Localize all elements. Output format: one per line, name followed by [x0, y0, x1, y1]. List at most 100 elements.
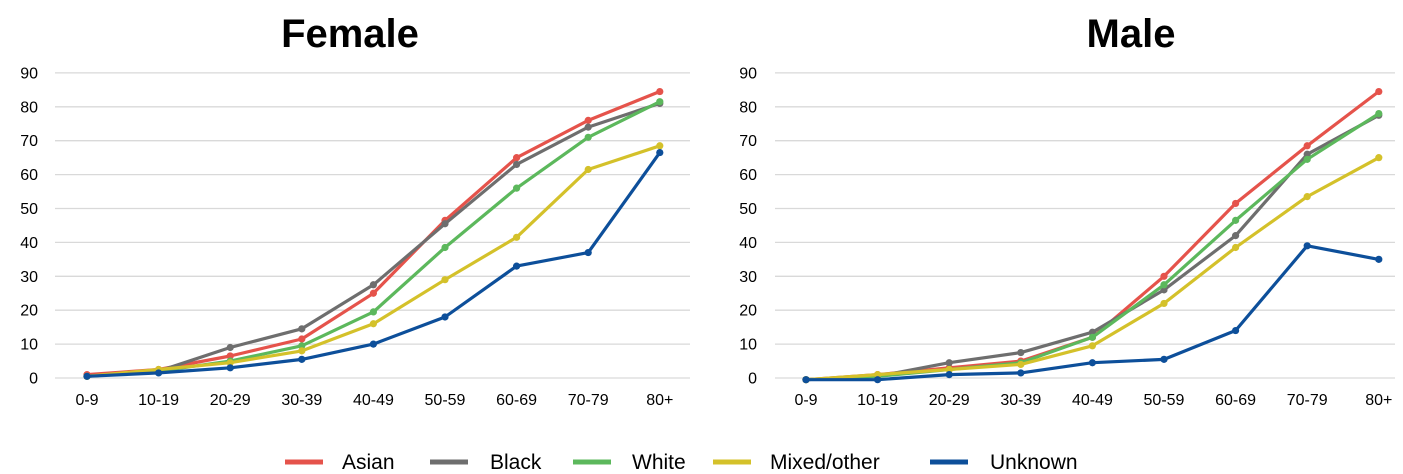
- female-mixed-other-data-point: [584, 165, 592, 174]
- male-x-tick-label: 10-19: [857, 392, 898, 409]
- male-unknown-data-point: [1017, 369, 1025, 377]
- male-asian-data-point: [1375, 87, 1383, 96]
- male-white-data-point: [1232, 216, 1240, 224]
- male-unknown-data-point: [945, 371, 953, 379]
- female-x-tick-label: 60-69: [496, 392, 537, 409]
- female-unknown-data-point: [83, 372, 91, 380]
- male-x-tick-label: 30-39: [1000, 392, 1041, 409]
- male-white-data-point: [1160, 281, 1168, 289]
- male-x-tick-label: 70-79: [1287, 392, 1328, 409]
- female-unknown-data-point: [226, 364, 234, 372]
- legend-label-white: White: [632, 451, 686, 474]
- female-y-tick-label: 60: [20, 167, 38, 184]
- female-y-tick-label: 0: [29, 371, 38, 388]
- male-unknown-data-point: [1232, 326, 1240, 335]
- female-white-data-point: [513, 184, 521, 192]
- female-unknown-data-point: [441, 313, 449, 321]
- male-asian-data-point: [1303, 142, 1311, 150]
- male-y-tick-label: 40: [739, 235, 757, 252]
- female-unknown-data-point: [369, 340, 377, 348]
- male-unknown-data-point: [1160, 355, 1168, 363]
- female-x-tick-label: 0-9: [75, 392, 98, 409]
- male-black-data-point: [1303, 150, 1311, 158]
- male-mixed-other-data-point: [1303, 193, 1311, 201]
- female-y-tick-label: 90: [20, 65, 38, 82]
- legend-label-unknown: Unknown: [990, 451, 1078, 474]
- female-asian-data-point: [298, 335, 306, 343]
- male-black-data-point: [1017, 348, 1025, 357]
- female-black-data-point: [369, 281, 377, 289]
- female-asian-data-point: [369, 289, 377, 297]
- male-chart-panel: Male 0 10 20 30 40 50 60 70 80 90 0-9 10-19 20-29 30-…: [739, 12, 1395, 409]
- male-x-tick-label: 60-69: [1215, 392, 1256, 409]
- female-white-data-point: [584, 133, 592, 141]
- female-x-tick-label: 70-79: [568, 392, 609, 409]
- legend-label-black: Black: [490, 451, 542, 474]
- female-unknown-data-point: [513, 262, 521, 270]
- male-asian-data-point: [1232, 199, 1240, 208]
- female-white-series-line: [85, 100, 662, 378]
- male-y-tick-label: 70: [739, 133, 757, 150]
- female-x-tick-label: 80+: [646, 392, 673, 409]
- female-mixed-other-data-point: [369, 320, 377, 328]
- female-mixed-other-data-point: [298, 347, 306, 355]
- male-black-data-point: [1232, 232, 1240, 240]
- female-white-data-point: [369, 308, 377, 316]
- male-mixed-other-data-point: [1088, 342, 1096, 350]
- male-y-tick-label: 80: [739, 99, 757, 116]
- female-y-tick-label: 50: [20, 201, 38, 218]
- female-black-data-point: [226, 343, 234, 352]
- male-mixed-other-data-point: [1232, 243, 1240, 252]
- male-mixed-other-data-point: [945, 365, 953, 374]
- male-white-data-point: [1375, 109, 1383, 118]
- female-asian-data-point: [656, 87, 664, 96]
- male-x-tick-label: 80+: [1365, 392, 1392, 409]
- female-unknown-data-point: [155, 369, 163, 377]
- female-x-tick-label: 30-39: [281, 392, 322, 409]
- male-y-tick-label: 30: [739, 269, 757, 286]
- female-mixed-other-data-point: [441, 276, 449, 284]
- female-asian-data-point: [584, 116, 592, 124]
- female-y-tick-label: 70: [20, 133, 38, 150]
- female-black-series-line: [85, 101, 662, 378]
- male-mixed-other-data-point: [1375, 154, 1383, 162]
- female-mixed-other-data-point: [226, 359, 234, 367]
- female-unknown-data-point: [584, 248, 592, 257]
- female-y-tick-label: 30: [20, 269, 38, 286]
- chart-legend: Asian Black White Mixed/other Unknown: [285, 451, 1078, 474]
- male-unknown-data-point: [1375, 255, 1383, 263]
- male-mixed-other-data-point: [1160, 299, 1168, 308]
- male-white-data-point: [1303, 155, 1311, 163]
- male-unknown-data-point: [874, 376, 882, 384]
- female-black-data-point: [513, 160, 521, 169]
- female-black-data-point: [584, 123, 592, 131]
- male-unknown-data-point: [802, 376, 810, 384]
- male-x-tick-label: 50-59: [1144, 392, 1185, 409]
- female-white-data-point: [441, 243, 449, 252]
- male-y-tick-label: 20: [739, 303, 757, 320]
- female-chart-panel: Female 0 10 20 30 40 50 60 70 80 90 0-9 10-19 20-29 3…: [20, 12, 690, 409]
- female-asian-data-point: [226, 352, 234, 360]
- female-chart-title: Female: [281, 12, 419, 56]
- male-y-tick-label: 50: [739, 201, 757, 218]
- male-mixed-other-data-point: [874, 371, 882, 379]
- female-x-tick-label: 20-29: [210, 392, 251, 409]
- male-asian-data-point: [1160, 272, 1168, 280]
- female-x-tick-label: 50-59: [425, 392, 466, 409]
- male-unknown-data-point: [1303, 242, 1311, 250]
- male-y-tick-label: 0: [748, 371, 757, 388]
- male-chart-title: Male: [1087, 12, 1176, 56]
- male-x-tick-label: 40-49: [1072, 392, 1113, 409]
- female-y-tick-label: 80: [20, 99, 38, 116]
- female-y-tick-label: 40: [20, 235, 38, 252]
- female-x-tick-label: 40-49: [353, 392, 394, 409]
- male-y-tick-label: 10: [739, 337, 757, 354]
- male-black-data-point: [945, 359, 953, 367]
- female-y-tick-label: 20: [20, 303, 38, 320]
- legend-label-asian: Asian: [342, 451, 395, 474]
- male-x-tick-label: 20-29: [929, 392, 970, 409]
- female-asian-data-point: [513, 154, 521, 162]
- female-white-data-point: [298, 342, 306, 350]
- male-y-tick-label: 60: [739, 167, 757, 184]
- female-white-data-point: [656, 98, 664, 106]
